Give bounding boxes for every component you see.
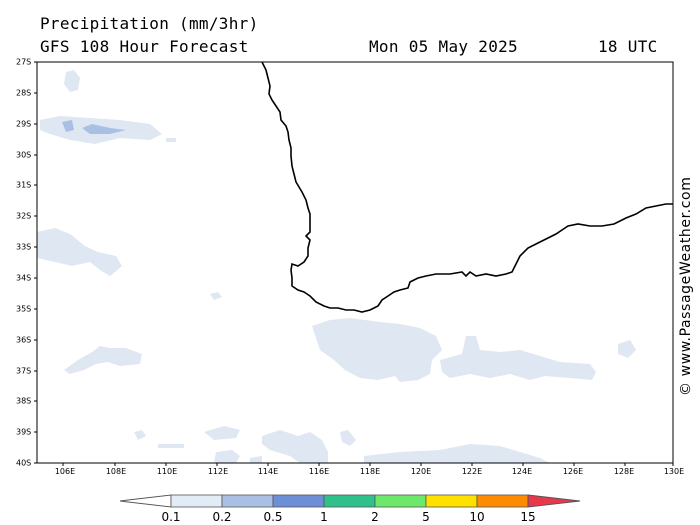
precip-area: [312, 318, 442, 382]
lat-label: 38S: [16, 396, 32, 406]
coastline: [261, 61, 673, 313]
precip-area: [214, 450, 240, 463]
precip-area: [64, 346, 142, 374]
legend-label: 0.2: [212, 510, 232, 524]
forecast-time: 18 UTC: [598, 37, 658, 56]
lat-label: 34S: [16, 273, 32, 283]
lat-label: 31S: [16, 180, 32, 190]
precip-area: [158, 444, 184, 448]
precip-area: [250, 456, 262, 463]
lon-label: 130E: [663, 467, 685, 476]
forecast-date: Mon 05 May 2025: [369, 37, 518, 56]
legend-label: 1: [320, 510, 328, 524]
precip-area: [210, 292, 222, 300]
lat-label: 30S: [16, 150, 32, 160]
precip-areas-moderate: [62, 120, 126, 134]
legend-high-arrow: [527, 494, 581, 508]
precip-area: [440, 336, 596, 380]
precip-area: [618, 340, 636, 358]
lat-label: 28S: [16, 88, 32, 98]
precip-area: [364, 444, 550, 463]
precip-area: [166, 138, 176, 142]
precip-area: [82, 124, 126, 134]
lat-label: 37S: [16, 366, 32, 376]
lat-label: 33S: [16, 242, 32, 252]
legend-swatch-10: [476, 494, 529, 508]
lon-label: 122E: [461, 467, 483, 476]
precip-area: [262, 430, 328, 463]
precip-area: [340, 430, 356, 446]
lon-label: 110E: [156, 467, 178, 476]
legend-swatch-5: [425, 494, 478, 508]
legend-swatch-1: [323, 494, 376, 508]
precip-area: [134, 430, 146, 440]
lat-label: 32S: [16, 211, 32, 221]
lon-label: 120E: [410, 467, 432, 476]
lon-label: 128E: [613, 467, 635, 476]
lat-label: 39S: [16, 427, 32, 437]
lon-label: 124E: [511, 467, 533, 476]
legend-low-arrow: [119, 494, 172, 508]
lat-label: 27S: [16, 57, 32, 67]
forecast-subtitle: GFS 108 Hour Forecast: [40, 37, 249, 56]
legend-swatch-0.2: [221, 494, 274, 508]
legend-label: 15: [520, 510, 536, 524]
lat-label: 36S: [16, 335, 32, 345]
lon-label: 118E: [359, 467, 381, 476]
legend-swatch-0.1: [170, 494, 223, 508]
lat-label: 35S: [16, 304, 32, 314]
lon-ticks: [62, 463, 674, 466]
lat-ticks: [34, 61, 37, 464]
lon-label: 106E: [54, 467, 76, 476]
legend-swatch-2: [374, 494, 427, 508]
precip-area: [37, 228, 122, 276]
precip-area: [62, 120, 74, 132]
precip-area: [64, 70, 80, 92]
legend-bar: [119, 494, 581, 508]
legend-swatch-0.5: [272, 494, 325, 508]
lon-label: 116E: [308, 467, 330, 476]
legend-label: 0.5: [263, 510, 283, 524]
lat-label: 29S: [16, 119, 32, 129]
map-frame: [36, 61, 674, 464]
legend-label: 0.1: [161, 510, 181, 524]
lat-label: 40S: [16, 458, 32, 468]
lon-label: 114E: [257, 467, 279, 476]
lon-label: 112E: [207, 467, 229, 476]
legend-label: 10: [469, 510, 485, 524]
precip-areas: [37, 70, 636, 463]
precip-area: [204, 426, 240, 440]
chart-title: Precipitation (mm/3hr): [40, 14, 259, 33]
lon-label: 126E: [562, 467, 584, 476]
legend-label: 2: [371, 510, 379, 524]
lon-label: 108E: [105, 467, 127, 476]
legend-label: 5: [422, 510, 430, 524]
